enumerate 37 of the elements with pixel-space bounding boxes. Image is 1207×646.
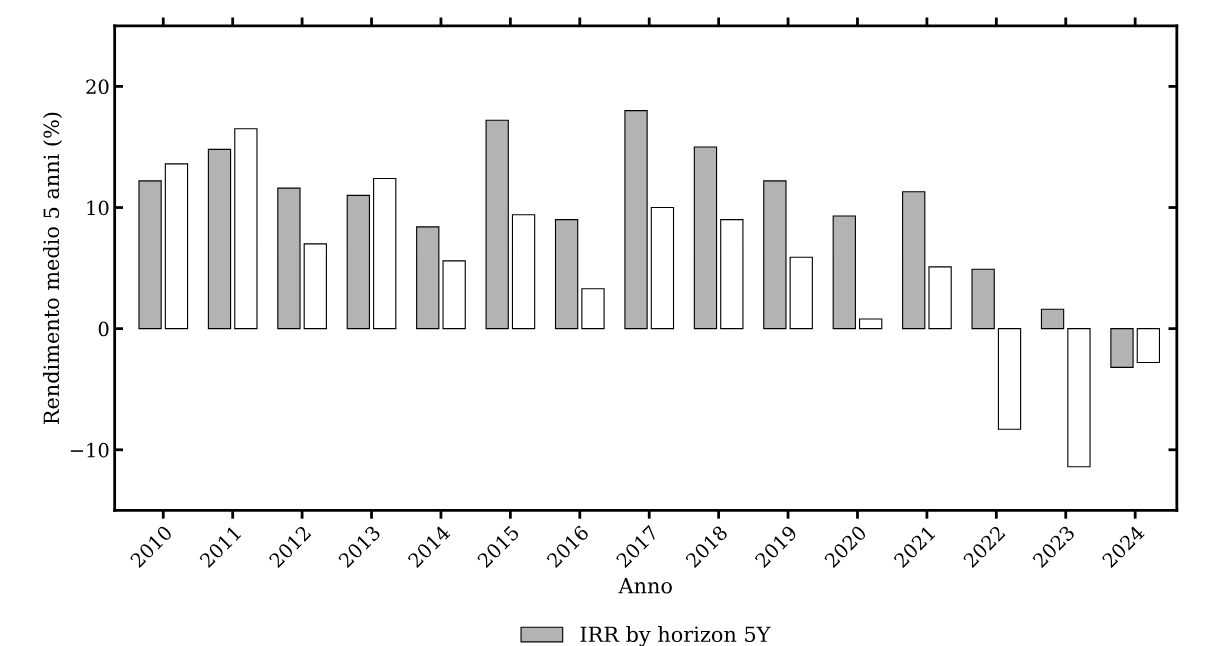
bar (346, 194, 370, 330)
bar (693, 146, 718, 330)
bar (485, 119, 509, 330)
bar (1136, 328, 1161, 364)
bar (207, 148, 232, 330)
bar (138, 180, 162, 330)
bar (859, 318, 883, 330)
bar (832, 215, 856, 330)
bar (624, 110, 648, 330)
y-tick-label: 0 (98, 321, 109, 337)
bar (763, 180, 787, 330)
bar (902, 191, 926, 330)
bar (1110, 328, 1134, 368)
y-tick-label: −10 (70, 442, 109, 458)
bar (971, 268, 995, 330)
bar (277, 187, 301, 330)
bar (720, 219, 744, 330)
bar (928, 266, 952, 330)
bar (650, 206, 675, 330)
bar (416, 226, 440, 330)
y-tick-label: 10 (87, 200, 109, 216)
bar (442, 260, 466, 330)
bar (1040, 308, 1065, 330)
y-tick-label: 20 (86, 79, 109, 95)
bar (1067, 328, 1091, 468)
y-axis-title: Rendimento medio 5 anni (%) (43, 112, 63, 425)
bar (581, 288, 605, 330)
bar (164, 163, 189, 330)
x-axis-title: Anno (618, 578, 672, 594)
bar (373, 177, 397, 330)
bar (789, 256, 813, 330)
bar (997, 328, 1022, 430)
bar (554, 219, 579, 330)
bar (234, 128, 258, 330)
legend-label: IRR by horizon 5Y (580, 625, 771, 646)
bar (303, 243, 327, 330)
bar (511, 214, 536, 330)
